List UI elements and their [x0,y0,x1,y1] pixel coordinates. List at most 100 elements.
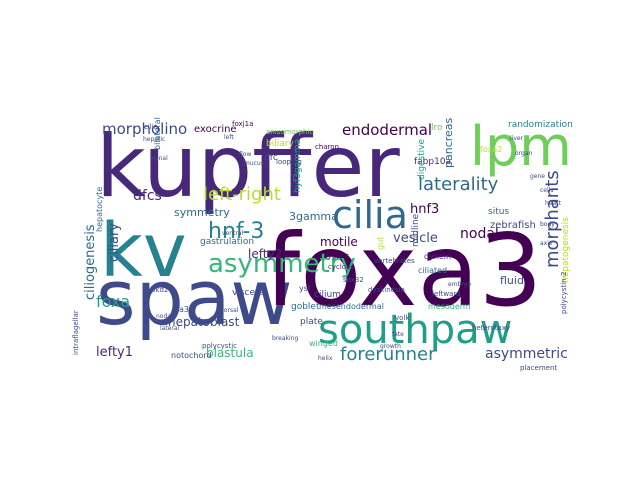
word-gut: gut [376,237,385,250]
word-nodal: nodal [460,226,499,242]
word-anisomorphic: anisomorphic [266,128,313,136]
word-morphants: morphants [542,170,563,268]
word-notochord: notochord [171,351,212,360]
word-flow: flow [239,151,251,158]
word-foxa2: foxa2 [480,145,502,154]
word-dfc: dfc [264,153,278,163]
word-bilateral: bilateral [153,117,162,150]
word-hepatoblast: hepatoblast [168,315,240,329]
word-growth: growth [380,343,401,350]
word-laterality: laterality [418,174,499,195]
word-signal: signal [150,155,168,162]
word-randomization: randomization [508,120,573,130]
word-cilium: cilium [314,290,341,300]
word-visceral: visceral [232,288,267,298]
word-3gamma: 3gamma [289,210,338,223]
word-ciliated: ciliated [418,266,447,275]
word-lpm: lpm [470,115,572,178]
word-left: left [224,134,234,141]
word-dfcs: dfcs [133,188,162,204]
word-polycystic: polycystic [202,342,237,350]
word-zygotic: zygotic [324,252,349,260]
word-zebrafish: zebrafish [490,220,536,231]
word-morpholino: morpholino [102,120,187,138]
word-mesoderm: mesoderm [428,302,471,311]
word-winged: winged [309,339,338,348]
word-a3: a3 [179,305,189,314]
word-organ: organ [515,150,533,157]
word-hyf3gamma: hyf3gamma [293,139,303,193]
word-liver: liver [510,135,524,142]
word-spaw: spaw [96,253,293,342]
word-fabp10a: fabp10a [414,157,451,167]
word-blastula: blastula [206,346,254,360]
word-dyskinesia: dyskinesia [368,286,405,294]
word-dynein: dynein [424,252,451,261]
word-hepatic: hepatic [143,136,165,143]
word-cyclops: cyclops [328,263,355,271]
word-situs: situs [488,207,509,217]
word-ventral: ventral [222,230,244,237]
word-embryo: embryo [448,281,471,288]
word-intraflagellar: intraflagellar [72,310,80,355]
word-looping: looping [276,158,302,166]
word-pkd2: pkd2 [151,286,168,294]
word-forerunner: forerunner [340,344,436,365]
word-kv: kv [100,208,187,294]
word-hnf3: hnf3 [410,202,439,217]
word-vertebrates: vertebrates [374,257,415,265]
word-gene: gene [530,173,545,180]
word-exocrine: exocrine [194,124,237,135]
word-mucus: mucus [244,160,264,167]
word-foxa3: foxa3 [265,212,542,329]
word-cells: cells [540,187,553,194]
word-mesendodermal: mesendodermal [319,302,384,311]
word-biliary: biliary [266,139,294,149]
word-ysl: ysl [299,284,310,293]
word-heart: heart [545,200,562,207]
word-foxj1a: foxj1a [232,120,253,128]
word-plate: plate [300,317,323,327]
word-hepatogenesis: hepatogenesis [561,217,571,283]
word-sox32: sox32 [343,276,364,284]
word-kupffer: kupffer [96,117,400,217]
word-motile: motile [320,235,358,249]
word-vesicle: vesicle [393,231,438,246]
word-lefty1: lefty1 [96,345,133,360]
word-charon: charon [315,143,339,151]
word-nodal: nodal [156,313,173,320]
word-lateral: lateral [160,325,180,332]
word-endodermal: endodermal [342,121,432,139]
word-placement: placement [520,364,557,372]
word-midline: midline [411,213,421,247]
word-lefty2: lefty2 [248,247,282,261]
word-lro: lro [431,123,443,133]
word-cilia: cilia [332,193,408,237]
word-foxa: foxa [96,292,130,311]
word-heterotaxy: heterotaxy [472,324,510,332]
word-goblet: goblet [291,302,320,312]
word-yolk: yolk [395,314,410,322]
word-polycystin-2: polycystin-2 [560,271,568,314]
word-ciliary: ciliary [107,223,122,262]
word-fluid: fluid [500,274,524,287]
word-asymmetric: asymmetric [485,346,568,362]
word-breaking: breaking [272,335,298,342]
word-fate: fate [392,331,404,338]
word-asymmetry: asymmetry [208,249,356,279]
word-ciliogenesis: ciliogenesis [83,224,98,300]
word-gastrulation: gastrulation [200,237,254,247]
word-symmetry: symmetry [174,206,230,219]
word-axis: axis [540,240,552,247]
word-cilia: cilia [144,123,158,131]
word-southpaw: southpaw [318,307,512,353]
word-left-right: left-right [203,184,281,205]
word-digestive: digestive [417,138,427,180]
word-body: body [540,221,555,228]
word-hepatocyte: hepatocyte [95,187,104,232]
word-pancreas: pancreas [442,117,455,168]
word-cloud-background [75,117,575,367]
word-dorsal: dorsal [220,307,239,314]
